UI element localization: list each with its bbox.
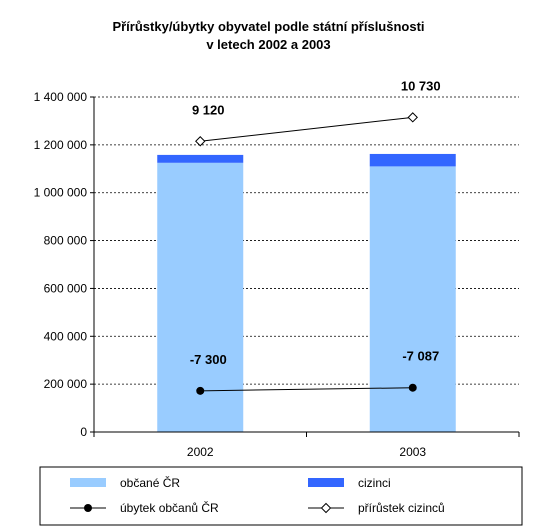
legend-label: občané ČR	[120, 475, 180, 490]
data-label: 10 730	[401, 78, 441, 93]
legend-swatch	[70, 478, 106, 487]
data-label: 9 120	[192, 102, 225, 117]
line-point	[407, 112, 418, 123]
data-label: -7 087	[402, 349, 439, 364]
y-tick-label: 1 200 000	[34, 138, 88, 152]
series-line	[200, 387, 413, 392]
bar-segment	[369, 166, 456, 432]
y-tick-label: 1 400 000	[34, 90, 88, 104]
chart-title: Přírůstky/úbytky obyvatel podle státní p…	[0, 18, 537, 54]
y-tick-label: 400 000	[44, 329, 88, 343]
chart-title-line-2: v letech 2002 a 2003	[206, 37, 331, 52]
x-tick-label: 2002	[187, 445, 214, 459]
x-tick-label: 2003	[399, 445, 426, 459]
chart-title-line-1: Přírůstky/úbytky obyvatel podle státní p…	[112, 19, 425, 34]
legend-label: přírůstek cizinců	[358, 501, 445, 515]
y-tick-label: 600 000	[44, 281, 88, 295]
y-tick-label: 0	[80, 425, 87, 439]
line-point	[196, 386, 205, 395]
legend-marker	[320, 502, 332, 514]
bar-segment	[157, 154, 244, 163]
y-tick-label: 200 000	[44, 377, 88, 391]
series-line	[200, 116, 413, 142]
y-tick-label: 800 000	[44, 234, 88, 248]
legend-label: úbytek občanů ČR	[120, 500, 219, 515]
line-point	[195, 136, 206, 147]
bar-segment	[369, 153, 456, 167]
legend-swatch	[308, 478, 344, 487]
y-tick-label: 1 000 000	[34, 186, 88, 200]
line-point	[408, 383, 417, 392]
legend-marker	[84, 504, 92, 512]
legend-label: cizinci	[358, 476, 391, 490]
legend-box	[39, 466, 523, 526]
data-label: -7 300	[190, 352, 227, 367]
